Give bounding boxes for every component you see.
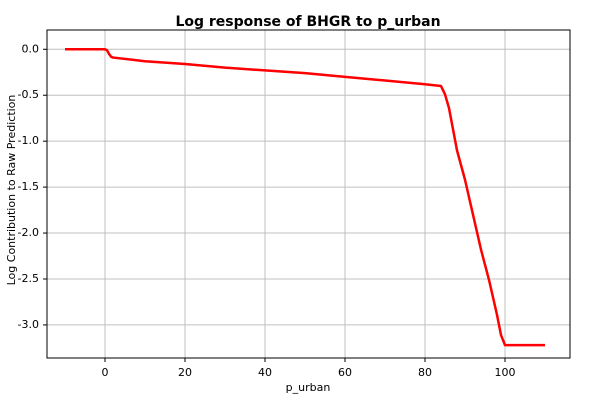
response-line (65, 48, 545, 347)
y-tick-label: -2.0 (18, 226, 39, 239)
y-tick-label: -1.5 (18, 180, 39, 193)
y-tick-label: -2.5 (18, 272, 39, 285)
x-tick-label: 20 (178, 366, 192, 379)
chart-title: Log response of BHGR to p_urban (175, 14, 440, 30)
x-tick-label: 60 (338, 366, 352, 379)
x-tick-label: 40 (258, 366, 272, 379)
plot-frame (46, 29, 571, 359)
y-tick-label: -3.0 (18, 318, 39, 331)
x-axis-label: p_urban (286, 381, 331, 394)
y-tick-label: -1.0 (18, 134, 39, 147)
y-axis-label: Log Contribution to Raw Prediction (5, 95, 18, 286)
x-tick-label: 80 (418, 366, 432, 379)
y-tick-label: -0.5 (18, 88, 39, 101)
y-tick-label: 0.0 (22, 42, 40, 55)
x-tick-label: 100 (495, 366, 516, 379)
x-tick-label: 0 (102, 366, 109, 379)
